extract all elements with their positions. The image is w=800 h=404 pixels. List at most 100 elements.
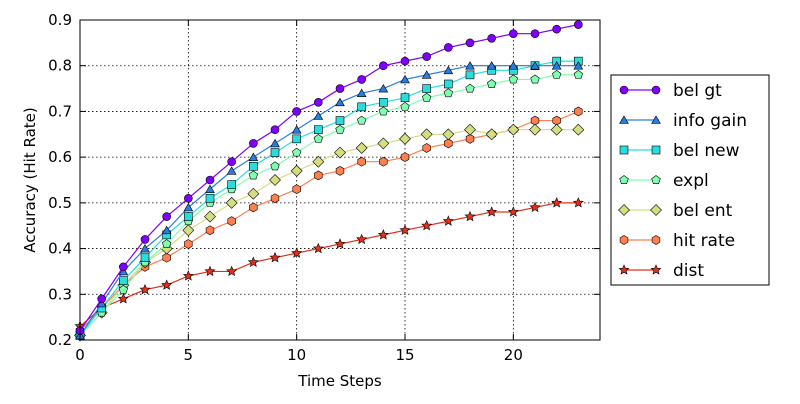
data-point (139, 283, 151, 295)
series-expl (75, 69, 583, 340)
data-point (335, 116, 345, 125)
data-point (574, 106, 583, 117)
x-tick-label: 10 (287, 346, 306, 364)
data-point (248, 170, 258, 180)
data-point (572, 123, 585, 136)
data-point (465, 134, 475, 144)
data-point (378, 106, 388, 116)
series-layer (74, 20, 585, 342)
data-point (573, 69, 583, 79)
data-point (269, 174, 281, 186)
legend-marker (618, 264, 630, 275)
data-point (400, 152, 410, 162)
data-point (227, 216, 236, 226)
plot-frame (79, 19, 601, 341)
data-point (400, 93, 410, 103)
data-point (464, 123, 476, 136)
data-point (227, 180, 236, 189)
data-point (529, 201, 541, 213)
data-point (572, 197, 584, 208)
series-bel-new (75, 56, 583, 340)
y-axis-label: Accuracy (Hit Rate) (21, 107, 39, 252)
data-point (357, 102, 366, 112)
data-point (487, 33, 496, 43)
data-point (530, 115, 540, 126)
legend-marker (651, 85, 661, 95)
data-point (96, 298, 107, 308)
data-point (442, 215, 454, 226)
data-point (314, 170, 323, 181)
data-point (97, 294, 106, 304)
x-tick-label: 15 (395, 346, 414, 364)
data-point (313, 111, 324, 120)
legend-marker (650, 264, 662, 275)
data-point (551, 197, 563, 208)
data-point (140, 243, 150, 253)
data-point (442, 128, 455, 141)
data-point (292, 147, 302, 157)
data-point (249, 161, 258, 171)
data-point (465, 70, 475, 80)
legend-marker (619, 115, 629, 124)
x-tick-label: 5 (184, 346, 194, 364)
data-point (248, 152, 259, 161)
data-point (119, 262, 128, 272)
legend-label: bel gt (673, 81, 722, 101)
data-point (182, 270, 194, 281)
data-point (486, 206, 498, 217)
data-point (399, 224, 411, 235)
y-tick-label: 0.7 (48, 102, 72, 120)
data-point (551, 61, 562, 70)
series-bel-gt (75, 20, 583, 336)
data-point (399, 132, 411, 145)
data-point (247, 187, 260, 200)
legend-marker (619, 145, 629, 155)
legend-item: info gain (619, 111, 747, 131)
data-point (225, 196, 238, 209)
data-point (140, 253, 150, 263)
data-point (357, 75, 366, 84)
data-point (444, 138, 453, 149)
data-point (573, 61, 584, 70)
data-point (421, 219, 433, 231)
data-point (509, 29, 518, 39)
data-point (422, 143, 431, 153)
data-point (400, 74, 410, 84)
data-point (420, 128, 433, 141)
data-point (377, 137, 390, 150)
data-point (270, 161, 280, 171)
data-point (312, 155, 325, 168)
data-point (249, 202, 258, 213)
legend-marker (618, 204, 630, 216)
data-point (530, 74, 540, 84)
data-point (487, 79, 497, 88)
data-point (270, 138, 280, 148)
data-point (119, 276, 128, 285)
legend: bel gt info gain bel new expl bel ent hit rat… (610, 74, 770, 286)
data-point (464, 210, 476, 222)
data-point (530, 29, 540, 39)
data-point (400, 101, 410, 111)
legend-label: expl (673, 171, 709, 191)
data-point (161, 279, 173, 290)
data-point (182, 224, 195, 237)
legend-label: hit rate (673, 231, 735, 251)
y-tick-label: 0.6 (48, 148, 72, 166)
y-tick-label: 0.5 (48, 194, 72, 212)
legend-marker (619, 85, 629, 95)
data-point (205, 175, 215, 185)
data-point (507, 206, 519, 217)
data-point (465, 83, 475, 93)
data-point (444, 43, 453, 52)
data-point (312, 242, 324, 254)
legend-item: expl (619, 171, 709, 191)
data-point (335, 84, 345, 93)
data-point (270, 125, 280, 135)
data-point (530, 61, 540, 70)
series-info-gain (75, 61, 584, 340)
data-point (140, 235, 150, 244)
data-point (205, 184, 215, 193)
data-point (552, 69, 562, 79)
